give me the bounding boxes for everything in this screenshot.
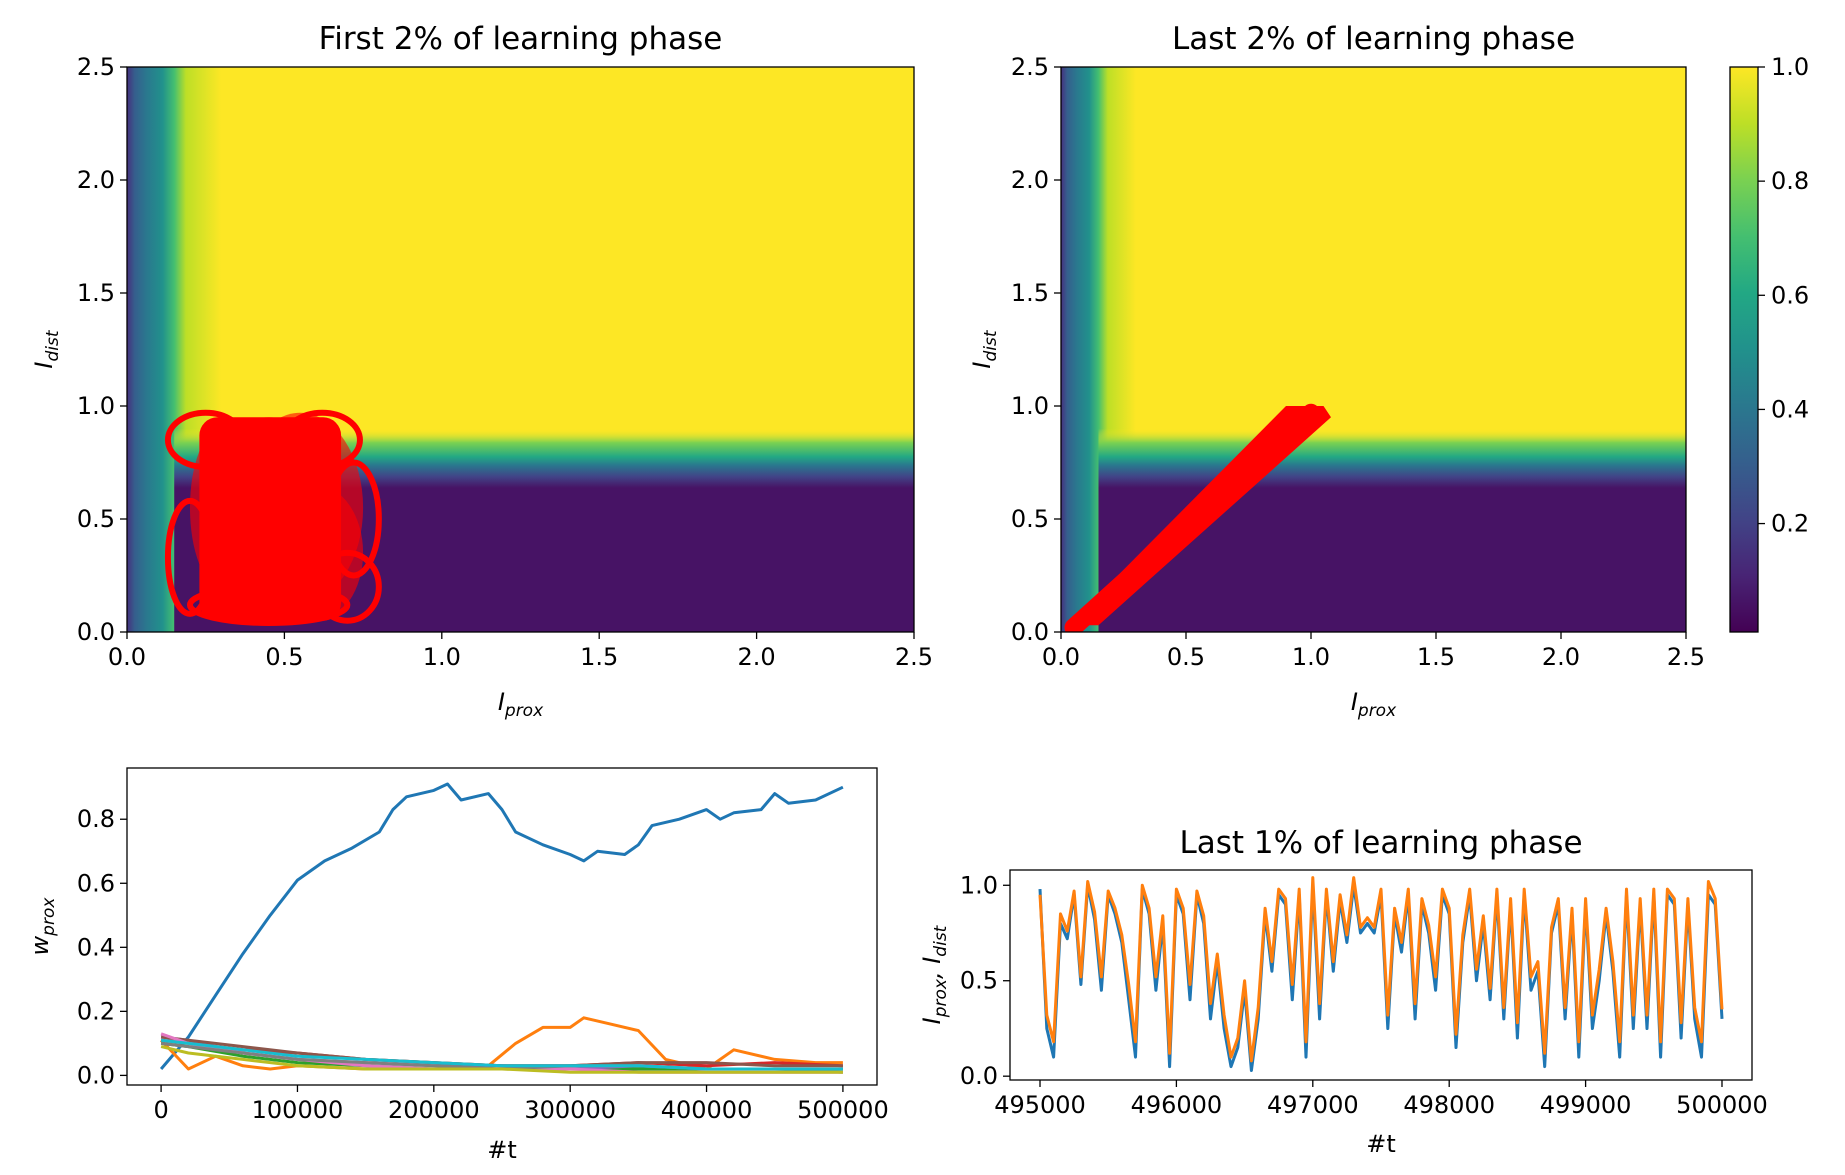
panel-weights-series-line	[160, 1038, 843, 1071]
trajectory-core	[199, 417, 342, 621]
panel-weights-series-line	[160, 1045, 843, 1074]
colorbar	[1729, 66, 1759, 633]
panel-inputs-series-group	[1038, 876, 1724, 1072]
panel-weights-series-group	[159, 782, 844, 1074]
panel-inputs-x-tick-label: 497000	[1267, 1091, 1359, 1119]
panel-last-xlabel-text: Iprox	[1351, 688, 1397, 721]
colorbar-tick-label: 0.8	[1771, 167, 1809, 195]
panel-last-y-tick-label: 0.0	[1011, 618, 1049, 646]
panel-first-x-tick-label: 0.0	[108, 643, 146, 671]
panel-weights-x-tick-label: 500000	[797, 1096, 889, 1124]
colorbar-tick-label: 0.6	[1771, 281, 1809, 309]
panel-first-y-tick-label: 1.0	[77, 392, 115, 420]
panel-weights-xlabel: #t	[487, 1136, 517, 1164]
panel-first-x-tick-label: 2.5	[895, 643, 933, 671]
panel-inputs-y-tick-label: 0.5	[960, 967, 998, 995]
panel-weights-x-tick-label: 400000	[661, 1096, 753, 1124]
panel-weights-x-tick-label: 0	[153, 1096, 168, 1124]
panel-inputs-x-tick-label: 498000	[1403, 1091, 1495, 1119]
panel-weights-series-line	[159, 782, 844, 1070]
panel-last-title: Last 2% of learning phase	[1172, 21, 1575, 57]
panel-last-y-tick-label: 2.0	[1011, 166, 1049, 194]
panel-inputs-y-tick-label: 0.0	[960, 1062, 998, 1090]
panel-inputs-x-tick-label: 500000	[1676, 1091, 1768, 1119]
panel-weights-series-line	[160, 1016, 843, 1071]
panel-last-heatmap-band	[1098, 67, 1686, 632]
panel-last-ylabel-text: Idist	[968, 329, 1001, 368]
panel-weights-ylabel-text: wprox	[26, 897, 59, 956]
panel-weights-y-tick-label: 0.0	[77, 1061, 115, 1089]
panel-first-xlabel-text: Iprox	[498, 688, 544, 721]
panel-first-x-tick-label: 1.0	[423, 643, 461, 671]
panel-inputs-frame	[1009, 869, 1753, 1081]
panel-last-ylabel: Idist	[968, 329, 1001, 368]
panel-last-y-tick-label: 1.0	[1011, 392, 1049, 420]
panel-inputs-x-tick-label: 496000	[1131, 1091, 1223, 1119]
panel-last-x-tick-label: 2.0	[1542, 643, 1580, 671]
panel-inputs-xlabel: #t	[1366, 1130, 1396, 1158]
panel-first-x-tick-label: 2.0	[738, 643, 776, 671]
panel-inputs-series-line	[1038, 876, 1724, 1063]
panel-last-x-tick-label: 2.5	[1667, 643, 1705, 671]
panel-inputs-ylabel: Iprox, Idist	[918, 924, 951, 1024]
panel-inputs-ylabel-text: Iprox, Idist	[918, 924, 951, 1024]
panel-weights-y-tick-label: 0.6	[77, 869, 115, 897]
panel-first-xlabel: Iprox	[498, 688, 544, 721]
panel-first-x-tick-label: 1.5	[580, 643, 618, 671]
colorbar-tick-label: 0.4	[1771, 395, 1809, 423]
panel-last-x-tick-label: 0.0	[1042, 643, 1080, 671]
panel-last-frame	[1060, 66, 1687, 633]
panel-last-x-tick-label: 1.0	[1292, 643, 1330, 671]
panel-weights-y-tick-label: 0.4	[77, 933, 115, 961]
panel-inputs-x-tick-label: 499000	[1540, 1091, 1632, 1119]
panel-first-y-tick-label: 1.5	[77, 279, 115, 307]
panel-weights-x-tick-label: 200000	[388, 1096, 480, 1124]
panel-last-y-tick-label: 1.5	[1011, 279, 1049, 307]
panel-inputs-title: Last 1% of learning phase	[1179, 825, 1582, 861]
panel-last-x-tick-label: 1.5	[1417, 643, 1455, 671]
colorbar-tick-label: 0.2	[1771, 510, 1809, 538]
panel-first-y-tick-label: 0.0	[77, 618, 115, 646]
panel-last-y-tick-label: 2.5	[1011, 53, 1049, 81]
panel-last-y-tick-label: 0.5	[1011, 505, 1049, 533]
panel-first-x-tick-label: 0.5	[265, 643, 303, 671]
panel-first-y-tick-label: 2.5	[77, 53, 115, 81]
panel-weights-x-tick-label: 100000	[252, 1096, 344, 1124]
panel-inputs-x-tick-label: 495000	[994, 1091, 1086, 1119]
panel-inputs-y-tick-label: 1.0	[960, 871, 998, 899]
panel-last-x-tick-label: 0.5	[1167, 643, 1205, 671]
panel-first-ylabel: Idist	[30, 329, 63, 368]
panel-first-trajectory	[164, 409, 382, 626]
trajectory-diagonal	[1064, 403, 1320, 632]
panel-first-y-tick-label: 2.0	[77, 166, 115, 194]
panel-first-y-tick-label: 0.5	[77, 505, 115, 533]
panel-first-frame	[126, 66, 915, 633]
panel-weights-ylabel: wprox	[26, 897, 59, 956]
panel-weights-y-tick-label: 0.2	[77, 997, 115, 1025]
panel-last-xlabel: Iprox	[1351, 688, 1397, 721]
colorbar-tick-label: 1.0	[1771, 53, 1809, 81]
panel-first-ylabel-text: Idist	[30, 329, 63, 368]
panel-last-trajectory	[1064, 403, 1331, 632]
panel-weights-frame	[126, 767, 878, 1086]
panel-weights-x-tick-label: 300000	[524, 1096, 616, 1124]
panel-first-title: First 2% of learning phase	[319, 21, 723, 57]
panel-weights-y-tick-label: 0.8	[77, 805, 115, 833]
